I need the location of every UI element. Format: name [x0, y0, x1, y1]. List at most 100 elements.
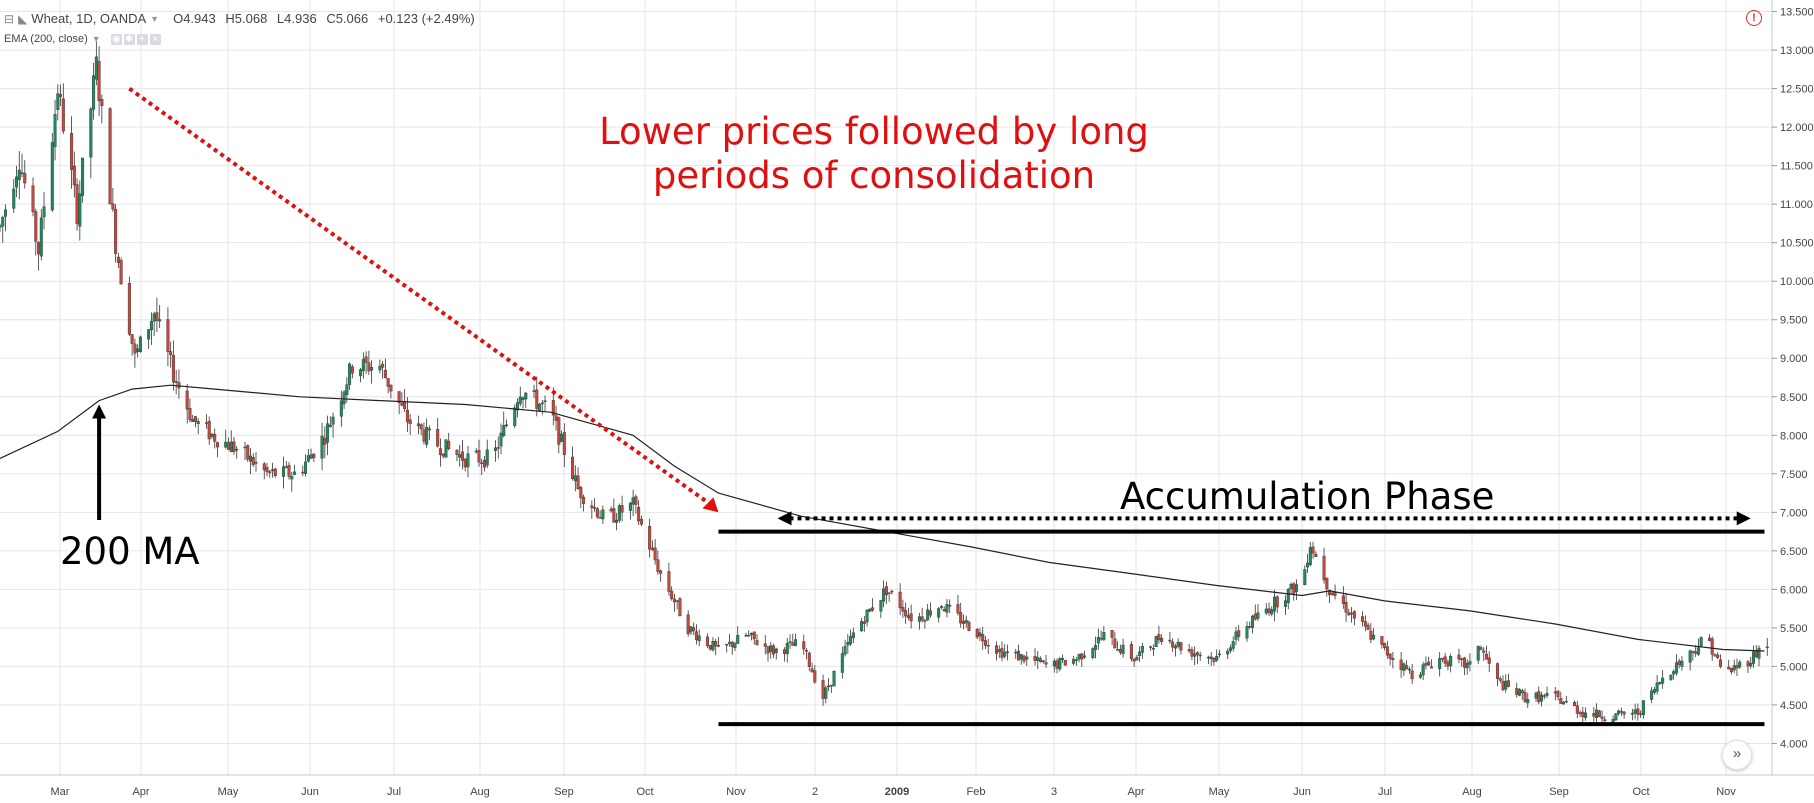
- candle-body: [926, 609, 930, 621]
- symbol-name[interactable]: Wheat, 1D, OANDA: [31, 11, 147, 26]
- candle-body: [582, 496, 586, 504]
- candle-body: [1058, 658, 1062, 670]
- candle: [667, 562, 671, 596]
- candle-body: [229, 441, 233, 453]
- candle: [686, 610, 690, 637]
- candle: [967, 620, 971, 632]
- candle: [1738, 659, 1742, 669]
- double-chevron-right-icon[interactable]: »: [1722, 740, 1752, 770]
- candle: [593, 498, 597, 512]
- candle-body: [1179, 642, 1183, 651]
- price-tick-label: 7.000: [1780, 507, 1808, 519]
- candle: [1058, 656, 1062, 672]
- candle: [543, 395, 547, 412]
- candle: [61, 83, 65, 134]
- candle: [579, 485, 583, 509]
- candle-body: [1151, 648, 1155, 650]
- candle: [312, 452, 316, 463]
- candle: [1515, 682, 1519, 698]
- price-tick-label: 7.500: [1780, 469, 1808, 481]
- candle-body: [887, 592, 891, 594]
- ma-arrow-head: [92, 404, 107, 419]
- chevron-down-icon[interactable]: ▼: [150, 13, 160, 24]
- candle: [386, 378, 390, 394]
- candle: [1014, 648, 1018, 659]
- price-axis[interactable]: 4.000 4.500 5.000 5.500 6.000 6.500 7.000 7.500…: [1771, 0, 1814, 775]
- candle: [1132, 658, 1136, 668]
- candle: [1295, 579, 1299, 601]
- time-axis[interactable]: Mar Apr May Jun Jul Aug Sep Oct Nov 2 2009 Feb 3 Apr M…: [0, 774, 1814, 798]
- candle: [1757, 645, 1761, 667]
- candle-body: [659, 570, 663, 574]
- candle-body: [1286, 588, 1290, 603]
- candle: [323, 426, 327, 459]
- candle-body: [75, 184, 79, 225]
- candle-body: [846, 642, 850, 646]
- candle: [697, 629, 701, 647]
- candle-body: [1080, 653, 1084, 660]
- indicator-name[interactable]: EMA (200, close): [4, 33, 88, 45]
- candle-body: [1482, 650, 1486, 653]
- candle-body: [1116, 649, 1120, 651]
- candle: [1096, 628, 1100, 650]
- candle: [328, 416, 332, 428]
- candle: [485, 439, 489, 469]
- candle-body: [1295, 584, 1299, 593]
- candle-body: [438, 448, 442, 455]
- accumulation-phase-label: Accumulation Phase: [1120, 475, 1494, 518]
- close-value: C5.066: [326, 11, 369, 26]
- candle: [595, 507, 599, 520]
- candle: [4, 204, 8, 232]
- candle: [670, 586, 674, 601]
- candle-body: [1468, 661, 1472, 665]
- candle-body: [1250, 615, 1254, 628]
- candle: [53, 99, 57, 161]
- change-value: +0.123 (+2.49%): [377, 11, 475, 26]
- candle: [39, 209, 43, 261]
- candle: [964, 615, 968, 628]
- candle-body: [774, 648, 778, 653]
- candle: [229, 430, 233, 453]
- candle: [1688, 649, 1692, 671]
- chevron-down-icon[interactable]: ▼: [91, 34, 101, 44]
- candle-body: [477, 450, 481, 463]
- candle-body: [138, 336, 142, 352]
- candle: [981, 626, 985, 650]
- candle-body: [692, 627, 696, 631]
- candle: [538, 403, 542, 413]
- candle-body: [794, 639, 798, 646]
- flag-icon: ◣: [18, 11, 28, 26]
- candle-body: [535, 389, 539, 409]
- candle: [1173, 643, 1177, 657]
- candle-body: [1140, 646, 1144, 653]
- candle-body: [226, 442, 230, 450]
- candle: [425, 418, 429, 448]
- plus-icon[interactable]: +: [136, 33, 148, 45]
- time-tick-label: Nov: [1716, 786, 1736, 798]
- candle: [304, 454, 308, 477]
- candle: [232, 437, 236, 455]
- candle-body: [1523, 691, 1527, 702]
- candle-body: [967, 621, 971, 631]
- candle: [540, 400, 544, 415]
- minus-square-icon[interactable]: ⊟: [4, 11, 15, 26]
- close-icon[interactable]: ×: [149, 33, 161, 45]
- candle: [1116, 641, 1120, 651]
- candle: [265, 462, 269, 477]
- candle: [359, 367, 363, 383]
- candle: [1212, 657, 1216, 666]
- eye-icon[interactable]: ◉: [110, 33, 122, 45]
- candle-body: [1372, 634, 1376, 640]
- alert-circle-icon[interactable]: !: [1746, 10, 1762, 26]
- candle: [100, 94, 104, 124]
- candle-body: [1212, 658, 1216, 663]
- gear-icon[interactable]: ✱: [123, 33, 135, 45]
- candle-body: [1515, 688, 1519, 695]
- candle-body: [1096, 636, 1100, 644]
- candle: [1217, 649, 1221, 658]
- candle: [571, 446, 575, 481]
- candle-body: [235, 449, 239, 451]
- candle-body: [1729, 667, 1733, 673]
- candle: [909, 604, 913, 629]
